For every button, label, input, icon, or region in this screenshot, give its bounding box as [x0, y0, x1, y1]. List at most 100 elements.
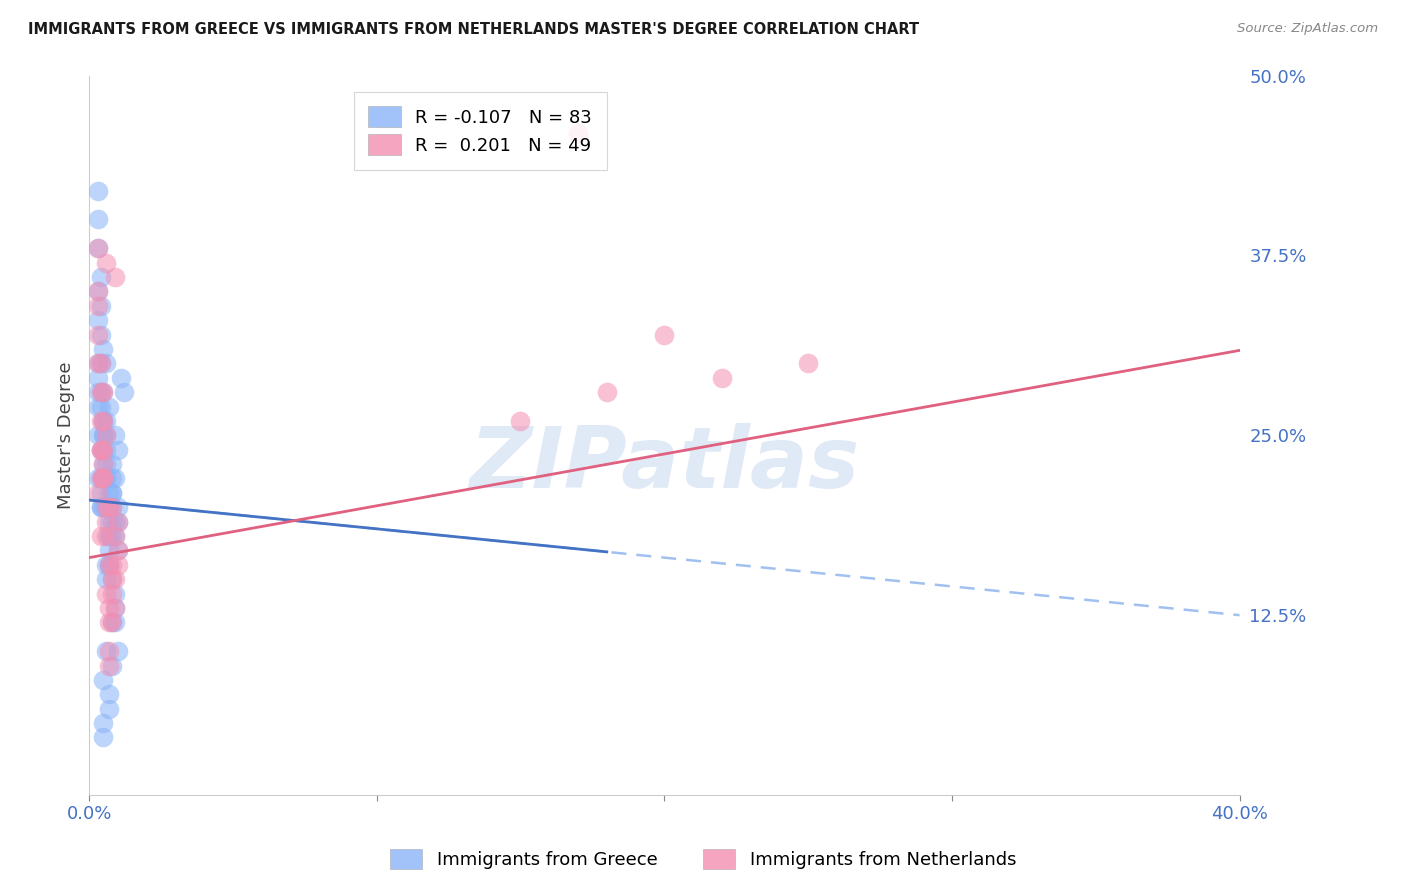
- Point: [90, 356, 112, 370]
- Point: [107, 644, 129, 658]
- Point: [96, 457, 118, 471]
- Point: [96, 529, 118, 543]
- Point: [101, 615, 124, 630]
- Point: [98, 529, 121, 543]
- Point: [96, 586, 118, 600]
- Point: [93, 457, 115, 471]
- Point: [93, 442, 115, 457]
- Point: [104, 572, 127, 586]
- Point: [93, 471, 115, 485]
- Point: [107, 543, 129, 558]
- Point: [101, 558, 124, 572]
- Point: [104, 428, 127, 442]
- Point: [101, 529, 124, 543]
- Point: [101, 457, 124, 471]
- Point: [96, 558, 118, 572]
- Point: [93, 673, 115, 687]
- Point: [93, 342, 115, 356]
- Point: [98, 529, 121, 543]
- Point: [93, 457, 115, 471]
- Point: [93, 471, 115, 485]
- Point: [104, 615, 127, 630]
- Point: [509, 414, 531, 428]
- Point: [101, 486, 124, 500]
- Point: [86, 385, 108, 400]
- Point: [101, 572, 124, 586]
- Text: IMMIGRANTS FROM GREECE VS IMMIGRANTS FROM NETHERLANDS MASTER'S DEGREE CORRELATIO: IMMIGRANTS FROM GREECE VS IMMIGRANTS FRO…: [28, 22, 920, 37]
- Point: [98, 486, 121, 500]
- Point: [104, 529, 127, 543]
- Point: [107, 515, 129, 529]
- Point: [96, 515, 118, 529]
- Point: [96, 500, 118, 515]
- Point: [107, 442, 129, 457]
- Point: [86, 370, 108, 384]
- Point: [90, 414, 112, 428]
- Point: [93, 414, 115, 428]
- Point: [98, 515, 121, 529]
- Point: [96, 428, 118, 442]
- Point: [107, 515, 129, 529]
- Point: [90, 400, 112, 414]
- Point: [86, 212, 108, 227]
- Point: [96, 471, 118, 485]
- Point: [104, 471, 127, 485]
- Point: [93, 385, 115, 400]
- Point: [101, 500, 124, 515]
- Point: [93, 442, 115, 457]
- Point: [101, 586, 124, 600]
- Legend: Immigrants from Greece, Immigrants from Netherlands: Immigrants from Greece, Immigrants from …: [381, 839, 1025, 879]
- Y-axis label: Master's Degree: Master's Degree: [58, 361, 75, 509]
- Point: [96, 414, 118, 428]
- Point: [86, 428, 108, 442]
- Point: [86, 356, 108, 370]
- Point: [96, 356, 118, 370]
- Point: [104, 270, 127, 285]
- Point: [107, 500, 129, 515]
- Point: [86, 184, 108, 198]
- Text: Source: ZipAtlas.com: Source: ZipAtlas.com: [1237, 22, 1378, 36]
- Point: [98, 558, 121, 572]
- Point: [98, 615, 121, 630]
- Point: [93, 414, 115, 428]
- Point: [96, 500, 118, 515]
- Point: [98, 500, 121, 515]
- Point: [93, 414, 115, 428]
- Point: [86, 299, 108, 313]
- Point: [101, 515, 124, 529]
- Point: [86, 486, 108, 500]
- Point: [90, 327, 112, 342]
- Point: [104, 601, 127, 615]
- Point: [90, 471, 112, 485]
- Point: [90, 442, 112, 457]
- Point: [90, 529, 112, 543]
- Point: [90, 385, 112, 400]
- Point: [101, 572, 124, 586]
- Point: [104, 515, 127, 529]
- Point: [710, 370, 733, 384]
- Point: [96, 442, 118, 457]
- Point: [90, 442, 112, 457]
- Point: [90, 299, 112, 313]
- Point: [98, 658, 121, 673]
- Point: [596, 385, 619, 400]
- Point: [101, 471, 124, 485]
- Point: [93, 731, 115, 745]
- Point: [86, 327, 108, 342]
- Point: [101, 658, 124, 673]
- Text: ZIPatlas: ZIPatlas: [470, 423, 859, 506]
- Point: [104, 601, 127, 615]
- Point: [98, 558, 121, 572]
- Point: [98, 601, 121, 615]
- Point: [93, 500, 115, 515]
- Point: [101, 500, 124, 515]
- Point: [86, 285, 108, 299]
- Point: [93, 385, 115, 400]
- Point: [567, 126, 589, 140]
- Point: [90, 471, 112, 485]
- Point: [96, 428, 118, 442]
- Point: [104, 586, 127, 600]
- Point: [93, 428, 115, 442]
- Point: [98, 702, 121, 716]
- Point: [93, 471, 115, 485]
